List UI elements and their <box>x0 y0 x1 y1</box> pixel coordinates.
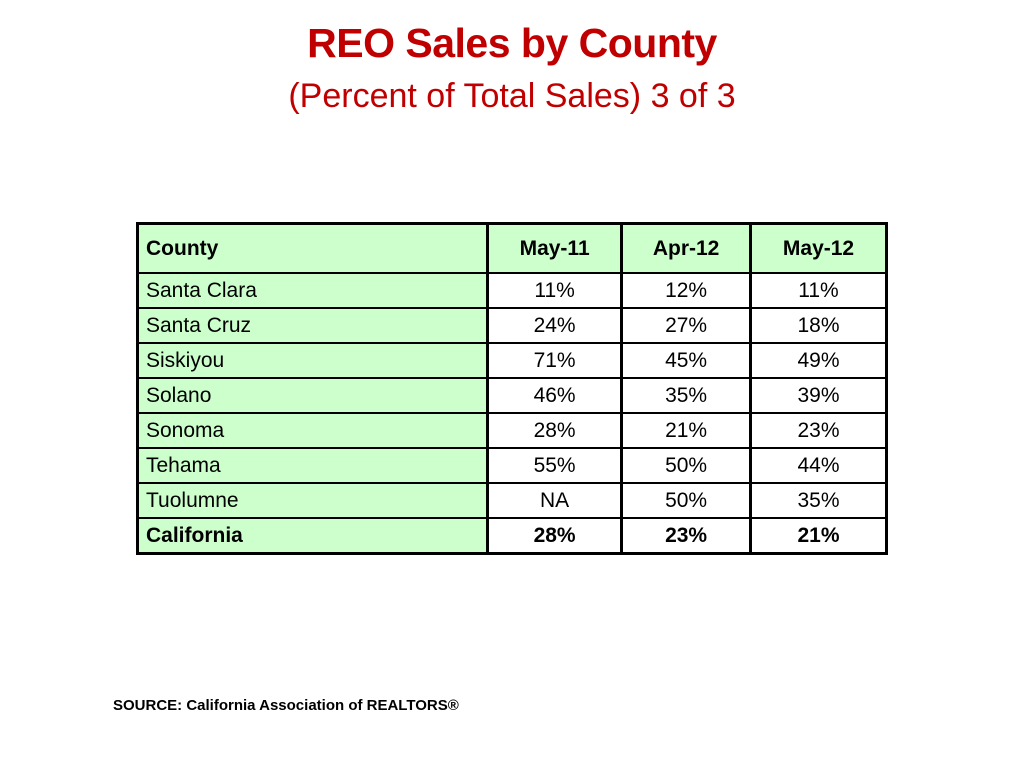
table-header-row: County May-11 Apr-12 May-12 <box>137 222 887 274</box>
header-may-11: May-11 <box>487 222 624 274</box>
value-may-12: 23% <box>750 412 887 449</box>
value-apr-12: 35% <box>621 377 752 414</box>
value-may-12: 39% <box>750 377 887 414</box>
county-name: Tuolumne <box>137 482 489 519</box>
value-apr-12: 50% <box>621 482 752 519</box>
slide-subtitle: (Percent of Total Sales) 3 of 3 <box>288 77 736 115</box>
slide-title: REO Sales by County <box>307 20 717 66</box>
county-name: Santa Clara <box>137 272 489 309</box>
value-may-11: 24% <box>487 307 624 344</box>
value-may-12: 49% <box>750 342 887 379</box>
header-apr-12: Apr-12 <box>621 222 752 274</box>
county-name: Solano <box>137 377 489 414</box>
table-row: Tuolumne NA 50% 35% <box>137 482 887 519</box>
value-may-12: 44% <box>750 447 887 484</box>
county-name: Tehama <box>137 447 489 484</box>
value-may-11: NA <box>487 482 624 519</box>
table-row: Tehama 55% 50% 44% <box>137 447 887 484</box>
total-apr-12: 23% <box>621 517 752 555</box>
value-may-11: 46% <box>487 377 624 414</box>
county-name: Sonoma <box>137 412 489 449</box>
header-county: County <box>137 222 489 274</box>
table-row: Santa Cruz 24% 27% 18% <box>137 307 887 344</box>
value-may-11: 71% <box>487 342 624 379</box>
reo-sales-table: County May-11 Apr-12 May-12 Santa Clara … <box>136 222 888 555</box>
value-may-12: 35% <box>750 482 887 519</box>
table-row: Sonoma 28% 21% 23% <box>137 412 887 449</box>
header-may-12: May-12 <box>750 222 887 274</box>
value-may-11: 28% <box>487 412 624 449</box>
value-may-12: 18% <box>750 307 887 344</box>
value-apr-12: 27% <box>621 307 752 344</box>
table-row: Santa Clara 11% 12% 11% <box>137 272 887 309</box>
value-apr-12: 45% <box>621 342 752 379</box>
table-row: Solano 46% 35% 39% <box>137 377 887 414</box>
value-apr-12: 50% <box>621 447 752 484</box>
total-may-11: 28% <box>487 517 624 555</box>
table-row: Siskiyou 71% 45% 49% <box>137 342 887 379</box>
county-name: Santa Cruz <box>137 307 489 344</box>
value-may-11: 55% <box>487 447 624 484</box>
county-name: Siskiyou <box>137 342 489 379</box>
value-may-11: 11% <box>487 272 624 309</box>
value-may-12: 11% <box>750 272 887 309</box>
value-apr-12: 12% <box>621 272 752 309</box>
total-name: California <box>137 517 489 555</box>
total-may-12: 21% <box>750 517 887 555</box>
source-note: SOURCE: California Association of REALTO… <box>113 697 459 714</box>
value-apr-12: 21% <box>621 412 752 449</box>
table-total-row: California 28% 23% 21% <box>137 517 887 555</box>
